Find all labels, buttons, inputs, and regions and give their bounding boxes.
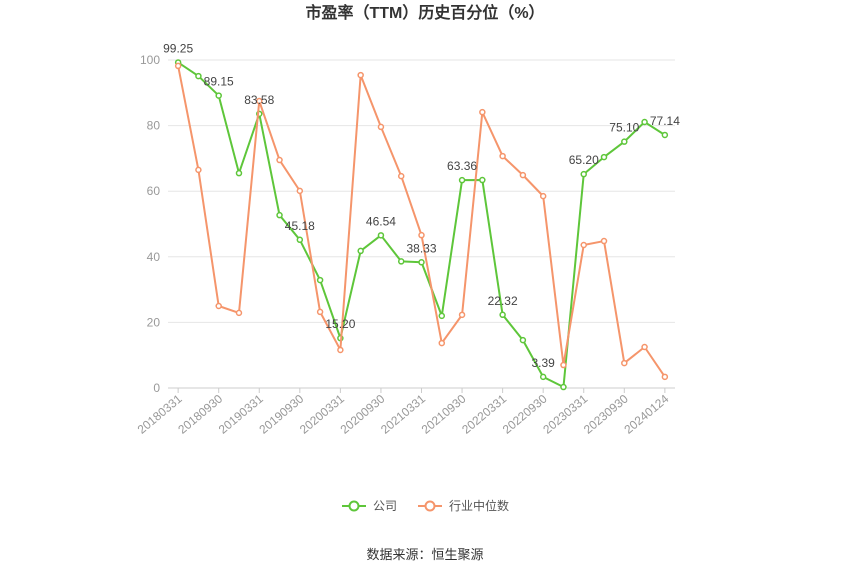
series-1 xyxy=(174,62,669,381)
data-point xyxy=(215,92,222,99)
data-point xyxy=(458,176,466,184)
data-label: 99.25 xyxy=(163,41,193,55)
legend-item-company[interactable]: 公司 xyxy=(341,498,397,514)
y-tick-label: 80 xyxy=(147,119,161,133)
data-point xyxy=(499,311,506,319)
data-point xyxy=(600,153,608,161)
data-point xyxy=(357,247,364,255)
data-point xyxy=(337,346,344,354)
x-tick-label: 20240124 xyxy=(621,391,671,436)
data-point xyxy=(296,236,304,244)
data-label: 89.15 xyxy=(204,75,234,89)
data-point xyxy=(539,373,547,381)
data-point xyxy=(661,373,669,381)
series-line xyxy=(177,61,666,389)
data-label: 75.10 xyxy=(609,121,639,135)
data-point xyxy=(519,171,527,179)
data-label: 45.18 xyxy=(285,219,315,233)
data-point xyxy=(600,237,608,245)
data-point xyxy=(539,192,547,200)
data-point xyxy=(580,170,587,178)
x-axis: 2018033120180930201903312019093020200331… xyxy=(135,387,675,437)
data-point xyxy=(560,383,567,391)
y-tick-label: 0 xyxy=(153,381,160,395)
data-label: 3.39 xyxy=(532,356,556,370)
legend-label-company: 公司 xyxy=(372,499,397,513)
y-tick-label: 20 xyxy=(147,315,161,329)
data-point xyxy=(276,211,283,219)
data-point xyxy=(195,72,202,80)
data-label: 77.14 xyxy=(650,114,680,128)
y-axis: 0 20 40 60 80 100 xyxy=(140,53,160,395)
data-labels: 99.25 89.15 83.58 45.18 15.20 46.54 38.33 63.36… xyxy=(163,41,680,369)
data-label: 65.20 xyxy=(569,153,599,167)
data-point xyxy=(499,152,506,160)
series-group xyxy=(174,59,669,391)
data-point xyxy=(316,276,324,284)
series-line xyxy=(177,65,666,378)
data-point xyxy=(621,138,628,145)
legend-marker-company xyxy=(341,500,366,512)
series-0 xyxy=(174,59,669,391)
data-point xyxy=(397,172,405,180)
data-point xyxy=(215,302,222,310)
legend-marker-dot xyxy=(348,500,360,512)
data-point xyxy=(377,232,385,239)
data-point xyxy=(397,258,405,265)
data-point xyxy=(479,176,486,184)
data-label: 22.32 xyxy=(488,294,518,308)
data-label: 15.20 xyxy=(325,317,355,331)
data-point xyxy=(235,309,243,317)
data-label: 83.58 xyxy=(244,93,274,107)
data-point xyxy=(458,311,466,319)
data-point xyxy=(519,336,527,344)
data-label: 38.33 xyxy=(406,241,436,255)
data-point xyxy=(276,156,283,164)
y-tick-label: 100 xyxy=(140,53,160,67)
data-point xyxy=(377,123,385,131)
legend: 公司 行业中位数 xyxy=(0,498,850,514)
data-point xyxy=(641,118,648,126)
data-point xyxy=(235,169,243,177)
gridlines xyxy=(168,59,675,323)
data-point xyxy=(641,343,648,351)
data-point xyxy=(316,308,324,316)
y-tick-label: 60 xyxy=(147,184,161,198)
data-point xyxy=(195,166,202,174)
data-point xyxy=(256,97,263,105)
data-source-note: 数据来源：恒生聚源 xyxy=(366,547,484,562)
data-point xyxy=(418,259,425,266)
data-label: 63.36 xyxy=(447,159,477,173)
legend-item-industry-median[interactable]: 行业中位数 xyxy=(417,498,509,514)
data-point xyxy=(438,339,446,347)
y-tick-label: 40 xyxy=(147,250,161,264)
legend-label-industry-median: 行业中位数 xyxy=(449,499,510,513)
legend-marker-industry-median xyxy=(418,500,442,512)
data-label: 46.54 xyxy=(366,214,396,228)
data-point xyxy=(174,62,182,70)
data-point xyxy=(560,361,567,369)
data-point xyxy=(296,187,304,195)
data-point xyxy=(438,312,446,320)
data-point xyxy=(479,108,486,116)
data-point xyxy=(621,359,628,367)
chart-title: 市盈率（TTM）历史百分位（%） xyxy=(305,5,545,22)
data-point xyxy=(661,131,669,139)
data-point xyxy=(357,71,364,79)
data-point xyxy=(580,241,587,249)
data-point xyxy=(418,231,425,239)
legend-marker-dot xyxy=(424,500,436,512)
